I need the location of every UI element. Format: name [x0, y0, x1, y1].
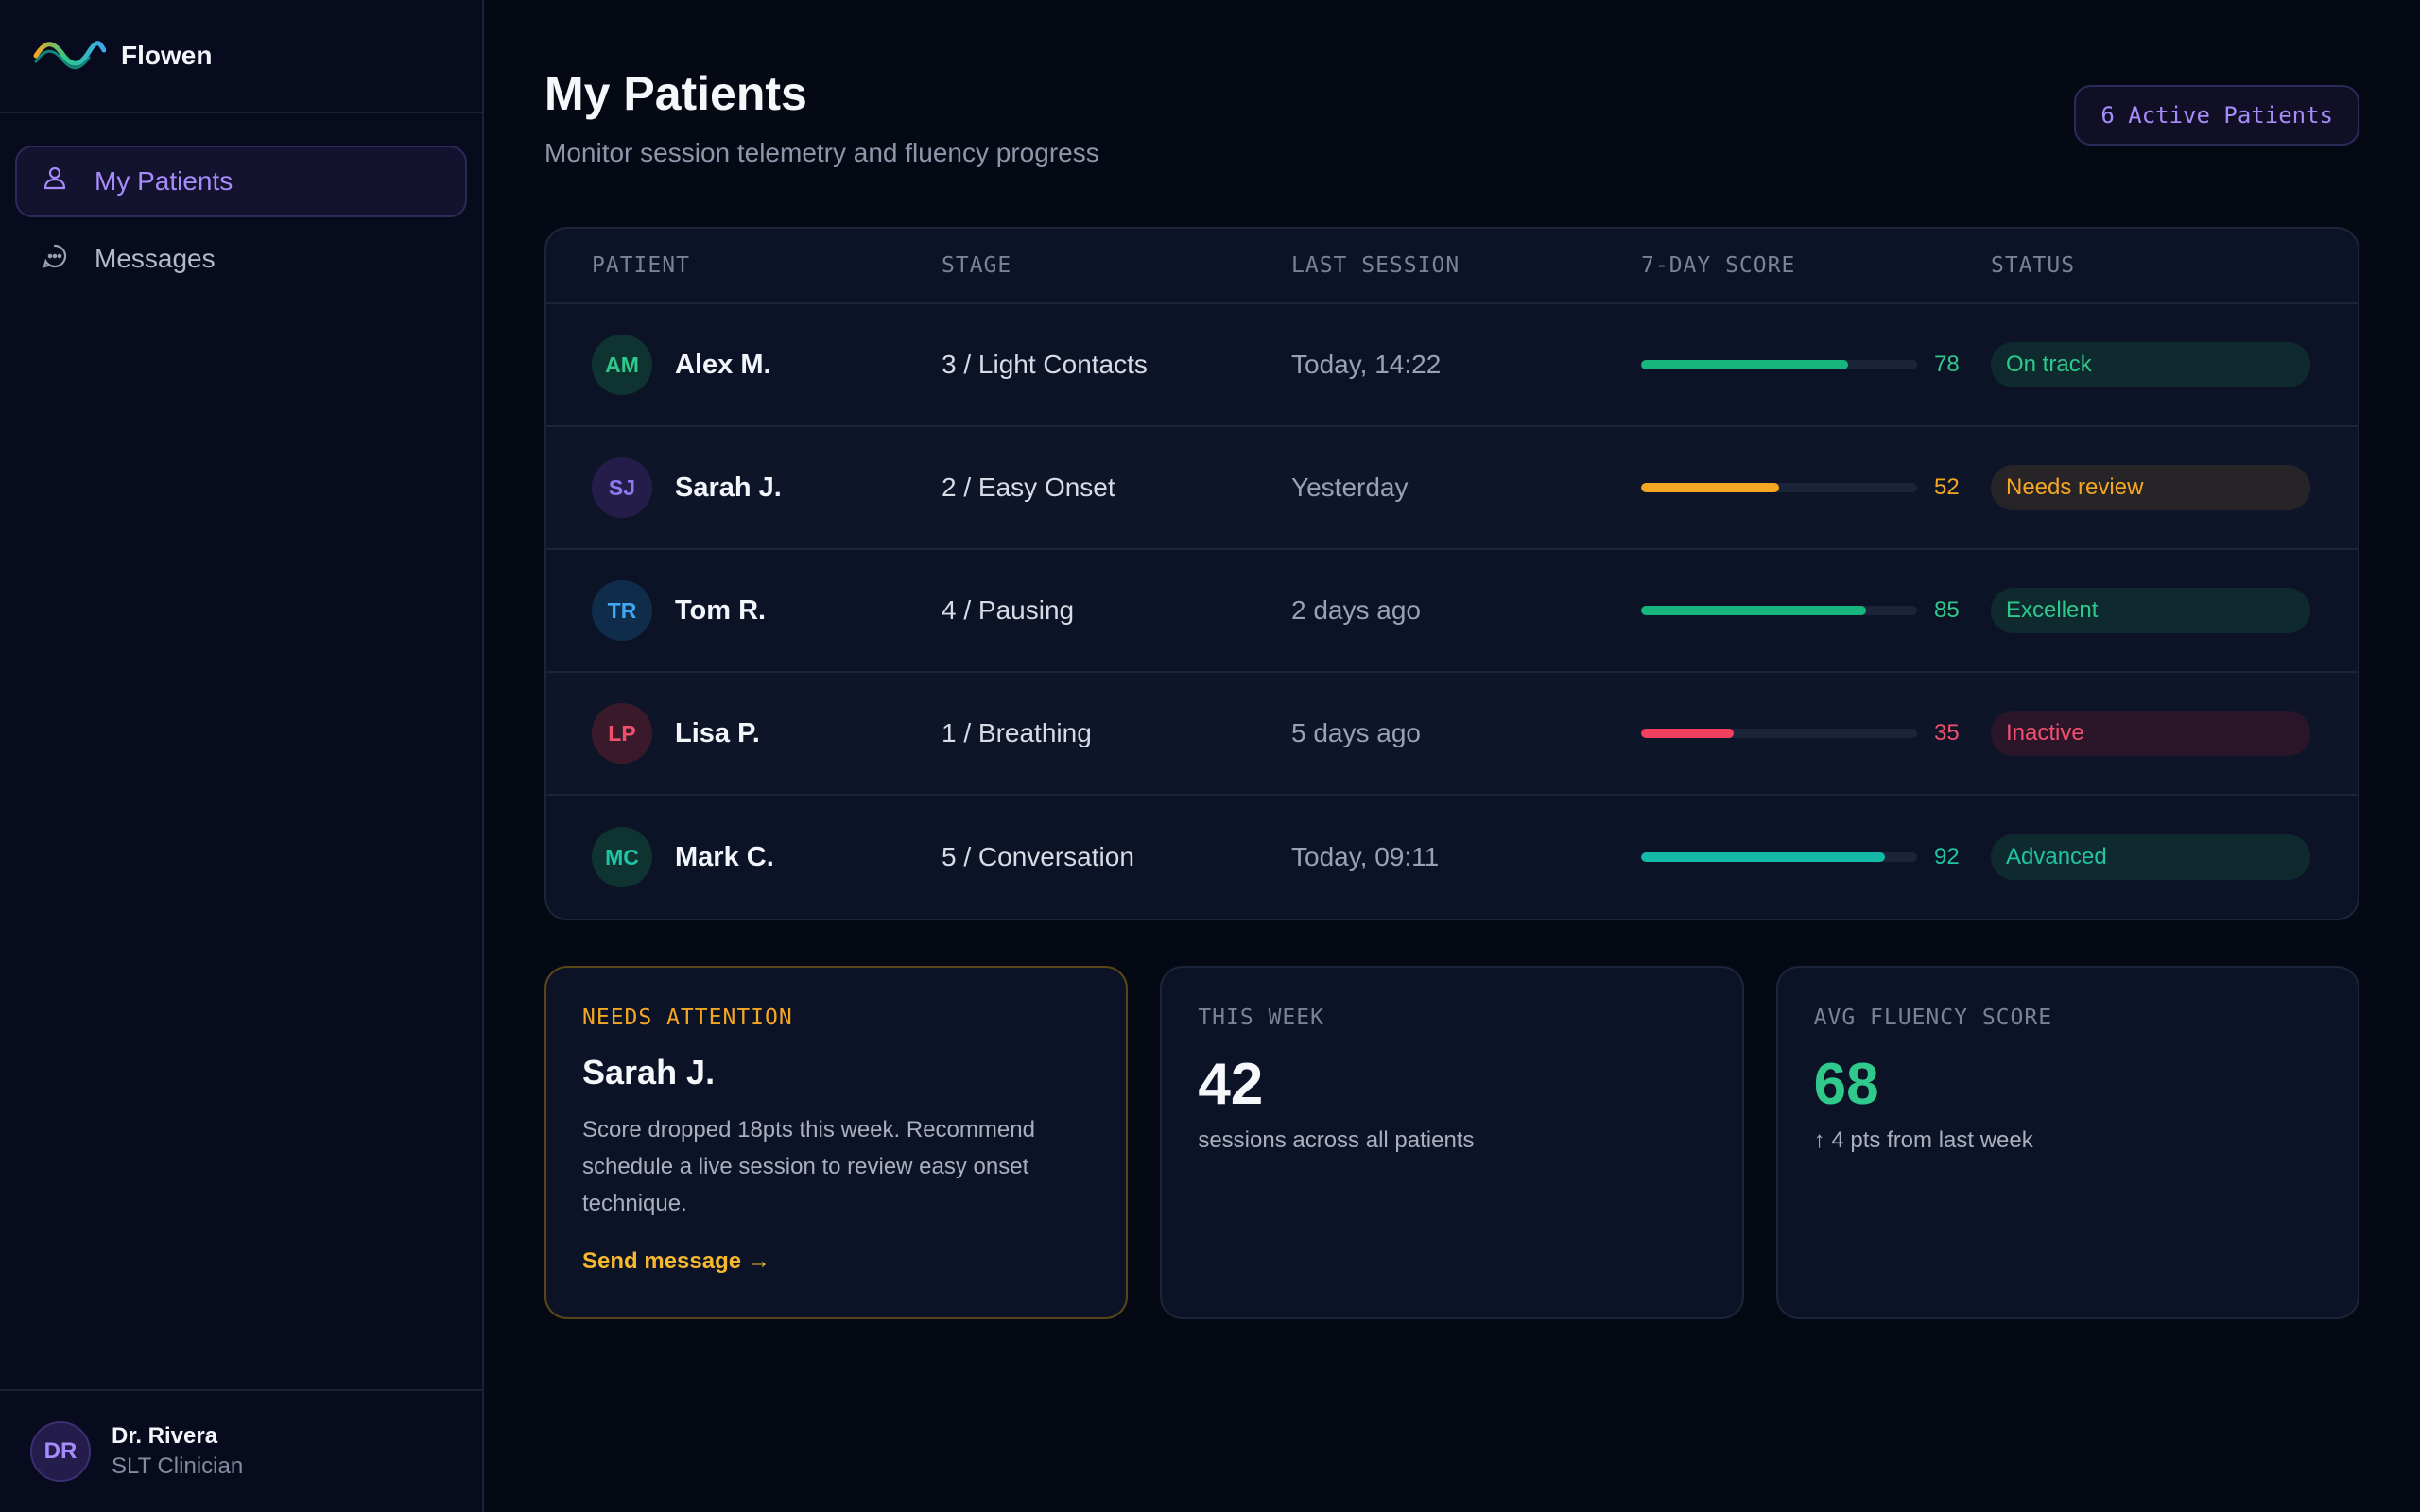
sidebar-item-my-patients[interactable]: My Patients [15, 146, 467, 217]
status-badge: On track [1991, 342, 2310, 387]
score-bar-fill [1641, 360, 1848, 369]
users-icon [40, 163, 95, 200]
avg-fluency-card: AVG FLUENCY SCORE 68 ↑ 4 pts from last w… [1775, 966, 2360, 1319]
sidebar-item-label: My Patients [95, 166, 233, 196]
table-body: AM Alex M. 3 / Light Contacts Today, 14:22 7… [546, 304, 2358, 919]
main-content: My Patients Monitor session telemetry an… [484, 0, 2420, 1512]
patient-avatar: LP [592, 703, 652, 764]
patient-avatar: MC [592, 827, 652, 887]
patient-cell: SJ Sarah J. [592, 457, 942, 518]
patient-name: Tom R. [675, 594, 767, 626]
table-row[interactable]: SJ Sarah J. 2 / Easy Onset Yesterday 52 Needs… [546, 427, 2358, 550]
status-badge: Inactive [1991, 711, 2310, 756]
score-cell: 52 [1641, 474, 1991, 501]
stage-cell: 3 / Light Contacts [942, 350, 1148, 379]
sidebar-nav: My Patients Messages [0, 113, 482, 301]
patients-table: PATIENT STAGE LAST SESSION 7-DAY SCORE S… [544, 227, 2360, 920]
this-week-card: THIS WEEK 42 sessions across all patient… [1160, 966, 1744, 1319]
last-session-cell: Today, 14:22 [1291, 350, 1442, 379]
last-session-cell: Today, 09:11 [1291, 842, 1440, 871]
table-row[interactable]: LP Lisa P. 1 / Breathing 5 days ago 35 Inacti… [546, 673, 2358, 796]
card-label: THIS WEEK [1198, 1005, 1324, 1030]
score-value: 92 [1934, 844, 1960, 869]
last-session-cell: 5 days ago [1291, 718, 1421, 747]
brand-name: Flowen [121, 41, 213, 70]
patient-avatar: SJ [592, 457, 652, 518]
score-bar-fill [1641, 483, 1779, 492]
score-value: 85 [1934, 597, 1960, 623]
score-bar [1641, 360, 1917, 369]
card-subtext: ↑ 4 pts from last week [1813, 1127, 2033, 1153]
user-name: Dr. Rivera [112, 1423, 218, 1449]
table-header: PATIENT STAGE LAST SESSION 7-DAY SCORE S… [546, 229, 2358, 304]
page-title: My Patients [544, 67, 807, 120]
patient-cell: LP Lisa P. [592, 703, 942, 764]
table-row[interactable]: TR Tom R. 4 / Pausing 2 days ago 85 Excellent [546, 550, 2358, 673]
score-cell: 78 [1641, 352, 1991, 378]
column-header-patient[interactable]: PATIENT [592, 253, 690, 278]
score-bar [1641, 606, 1917, 615]
card-body: Score dropped 18pts this week. Recommend… [582, 1117, 1035, 1216]
score-value: 52 [1934, 474, 1960, 500]
table-row[interactable]: AM Alex M. 3 / Light Contacts Today, 14:22 7… [546, 304, 2358, 427]
user-role: SLT Clinician [112, 1453, 244, 1479]
summary-cards: NEEDS ATTENTION Sarah J. Score dropped 1… [544, 966, 2360, 1319]
score-bar [1641, 483, 1917, 492]
table-row[interactable]: MC Mark C. 5 / Conversation Today, 09:11 92 A… [546, 796, 2358, 919]
column-header-status[interactable]: STATUS [1991, 253, 2076, 278]
patient-name: Sarah J. [675, 472, 782, 503]
status-badge: Advanced [1991, 834, 2310, 880]
column-header-score[interactable]: 7-DAY SCORE [1641, 253, 1796, 278]
wave-logo-icon [32, 35, 107, 77]
score-cell: 92 [1641, 844, 1991, 870]
page-subtitle: Monitor session telemetry and fluency pr… [544, 138, 1099, 167]
score-bar-fill [1641, 606, 1867, 615]
stage-cell: 2 / Easy Onset [942, 472, 1115, 502]
stage-cell: 5 / Conversation [942, 842, 1134, 871]
score-bar-fill [1641, 852, 1885, 862]
score-value: 35 [1934, 720, 1960, 746]
card-label: AVG FLUENCY SCORE [1813, 1005, 2053, 1030]
patient-name: Mark C. [675, 841, 774, 872]
card-subtext: sessions across all patients [1198, 1127, 1475, 1153]
patient-cell: TR Tom R. [592, 580, 942, 641]
sessions-count: 42 [1198, 1052, 1264, 1117]
column-header-last-session[interactable]: LAST SESSION [1291, 253, 1461, 278]
patient-cell: AM Alex M. [592, 335, 942, 395]
active-patients-badge: 6 Active Patients [2074, 85, 2360, 146]
card-label: NEEDS ATTENTION [582, 1005, 793, 1030]
status-badge: Needs review [1991, 465, 2310, 510]
avatar: DR [30, 1421, 91, 1482]
stage-cell: 4 / Pausing [942, 595, 1075, 625]
patient-name: Lisa P. [675, 717, 760, 748]
needs-attention-card: NEEDS ATTENTION Sarah J. Score dropped 1… [544, 966, 1129, 1319]
score-bar [1641, 729, 1917, 738]
sidebar-item-label: Messages [95, 244, 216, 273]
column-header-stage[interactable]: STAGE [942, 253, 1012, 278]
card-title: Sarah J. [582, 1053, 716, 1091]
patient-avatar: AM [592, 335, 652, 395]
stage-cell: 1 / Breathing [942, 718, 1092, 747]
score-cell: 35 [1641, 720, 1991, 747]
patient-cell: MC Mark C. [592, 827, 942, 887]
sidebar-item-messages[interactable]: Messages [15, 223, 467, 295]
message-icon [40, 241, 95, 278]
send-message-link[interactable]: Send message → [582, 1248, 770, 1274]
patient-avatar: TR [592, 580, 652, 641]
avg-fluency-score: 68 [1813, 1052, 1879, 1117]
score-bar [1641, 852, 1917, 862]
score-bar-fill [1641, 729, 1735, 738]
status-badge: Excellent [1991, 588, 2310, 633]
page-header: My Patients Monitor session telemetry an… [544, 60, 2360, 168]
score-value: 78 [1934, 352, 1960, 377]
last-session-cell: Yesterday [1291, 472, 1409, 502]
patient-name: Alex M. [675, 349, 771, 380]
last-session-cell: 2 days ago [1291, 595, 1421, 625]
user-profile[interactable]: DR Dr. Rivera SLT Clinician [0, 1389, 482, 1512]
brand[interactable]: Flowen [0, 0, 482, 113]
sidebar: Flowen My Patients [0, 0, 484, 1512]
score-cell: 85 [1641, 597, 1991, 624]
